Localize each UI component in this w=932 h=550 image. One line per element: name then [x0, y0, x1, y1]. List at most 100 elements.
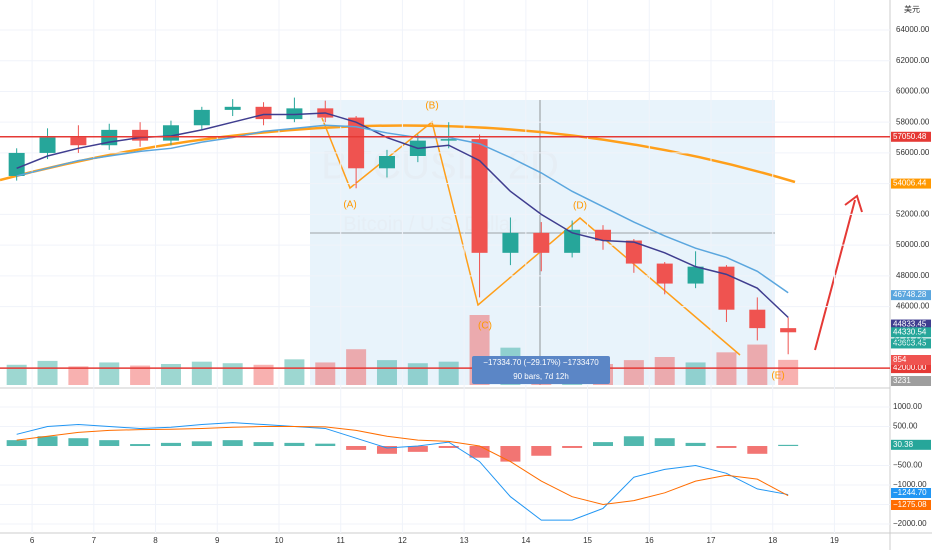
candle-body	[162, 125, 179, 141]
price-tag	[891, 290, 931, 301]
x-tick-label: 10	[275, 536, 284, 545]
macd-tick-label: 1000.00	[893, 402, 922, 411]
countdown: 01:11:10	[893, 336, 924, 345]
x-tick-label: 19	[830, 536, 839, 545]
volume-bar	[315, 362, 336, 385]
price-tag-label: 54006.44	[893, 179, 927, 188]
wave-label: (C)	[478, 321, 492, 332]
candle-body	[502, 232, 519, 253]
measure-sub: 90 bars, 7d 12h	[513, 372, 569, 381]
volume-bar	[284, 359, 305, 385]
macd-hist	[284, 442, 305, 447]
macd-hist	[407, 446, 428, 452]
candle-body	[255, 106, 272, 120]
volume-bar	[685, 362, 706, 385]
volume-bar	[6, 364, 27, 385]
volume-bar	[253, 364, 274, 385]
y-tick-label: 62000.00	[896, 56, 930, 65]
candle-body	[348, 117, 365, 169]
volume-bar	[623, 360, 644, 385]
arrow	[814, 194, 863, 351]
wave-label: (B)	[425, 101, 438, 112]
x-tick-label: 18	[768, 536, 777, 545]
macd-hist	[6, 440, 27, 447]
macd-line	[16, 422, 789, 521]
x-tick-label: 17	[707, 536, 716, 545]
candle-body	[564, 229, 581, 253]
candle-body	[224, 106, 241, 110]
macd-hist	[623, 436, 644, 447]
volume-bar	[407, 363, 428, 385]
price-tag-label: 43603.45	[893, 339, 927, 348]
x-tick-label: 14	[521, 536, 530, 545]
macd-tick-label: −1000.00	[893, 480, 927, 489]
macd-tick-label: −500.00	[893, 461, 923, 470]
price-tag	[891, 355, 931, 365]
macd-hist	[438, 446, 459, 448]
x-tick-label: 12	[398, 536, 407, 545]
price-tag	[891, 131, 931, 142]
x-tick-label: 9	[215, 536, 220, 545]
candle-body	[39, 137, 56, 153]
candle-body	[533, 232, 550, 253]
price-tag-label: 854	[893, 355, 907, 364]
watermark-sub: Bitcoin / U.S. Dollar	[343, 213, 517, 235]
price-tag	[891, 376, 931, 386]
measure-box	[472, 356, 610, 384]
candle-body	[718, 266, 735, 310]
macd-hist	[654, 438, 675, 447]
candle-body	[8, 152, 25, 176]
wave-label: (D)	[573, 201, 587, 212]
volume-bar	[99, 362, 120, 385]
volume-bar	[654, 357, 675, 385]
volume-bar	[778, 359, 799, 385]
macd-hist	[37, 436, 58, 447]
candle-body	[286, 108, 303, 120]
macd-hist	[562, 446, 583, 448]
volume-bar	[68, 366, 89, 385]
macd-hist	[130, 444, 151, 447]
price-tag-label: 3231	[893, 376, 911, 385]
candle-body	[70, 137, 87, 146]
x-tick-label: 13	[460, 536, 469, 545]
wave-label: (A)	[343, 200, 356, 211]
volume-bar	[222, 363, 243, 385]
volume-bar	[438, 361, 459, 385]
price-tag	[891, 178, 931, 189]
macd-tick-label: 500.00	[893, 422, 918, 431]
price-tag	[891, 500, 931, 510]
price-tag-label: −1244.70	[893, 488, 927, 497]
x-tick-label: 16	[645, 536, 654, 545]
macd-hist	[68, 438, 89, 447]
candle-body	[440, 139, 457, 141]
volume-bar	[376, 360, 397, 385]
candle-body	[780, 328, 797, 333]
macd-hist	[99, 440, 120, 447]
macd-hist	[685, 442, 706, 447]
y-tick-label: 46000.00	[896, 302, 930, 311]
price-tag	[891, 327, 931, 338]
price-tag	[891, 363, 931, 374]
y-tick-label: 60000.00	[896, 87, 930, 96]
y-tick-label: 58000.00	[896, 117, 930, 126]
candle-body	[687, 266, 704, 284]
volume-bar	[160, 364, 181, 385]
volume-bar	[37, 360, 58, 385]
y-tick-label: 64000.00	[896, 25, 930, 34]
x-tick-label: 6	[30, 536, 35, 545]
y-tick-label: 50000.00	[896, 240, 930, 249]
candle-body	[595, 229, 612, 241]
macd-hist	[222, 440, 243, 447]
macd-hist	[469, 446, 490, 458]
price-tag-label: 44833.45	[893, 320, 927, 329]
macd-hist	[160, 442, 181, 447]
macd-line	[16, 426, 789, 506]
macd-hist	[716, 446, 737, 448]
volume-bar	[191, 361, 212, 385]
candle-body	[656, 263, 673, 284]
macd-hist	[191, 441, 212, 447]
y-tick-label: 56000.00	[896, 148, 930, 157]
price-tag-label: 42000.00	[893, 363, 927, 372]
price-tag	[891, 338, 931, 349]
